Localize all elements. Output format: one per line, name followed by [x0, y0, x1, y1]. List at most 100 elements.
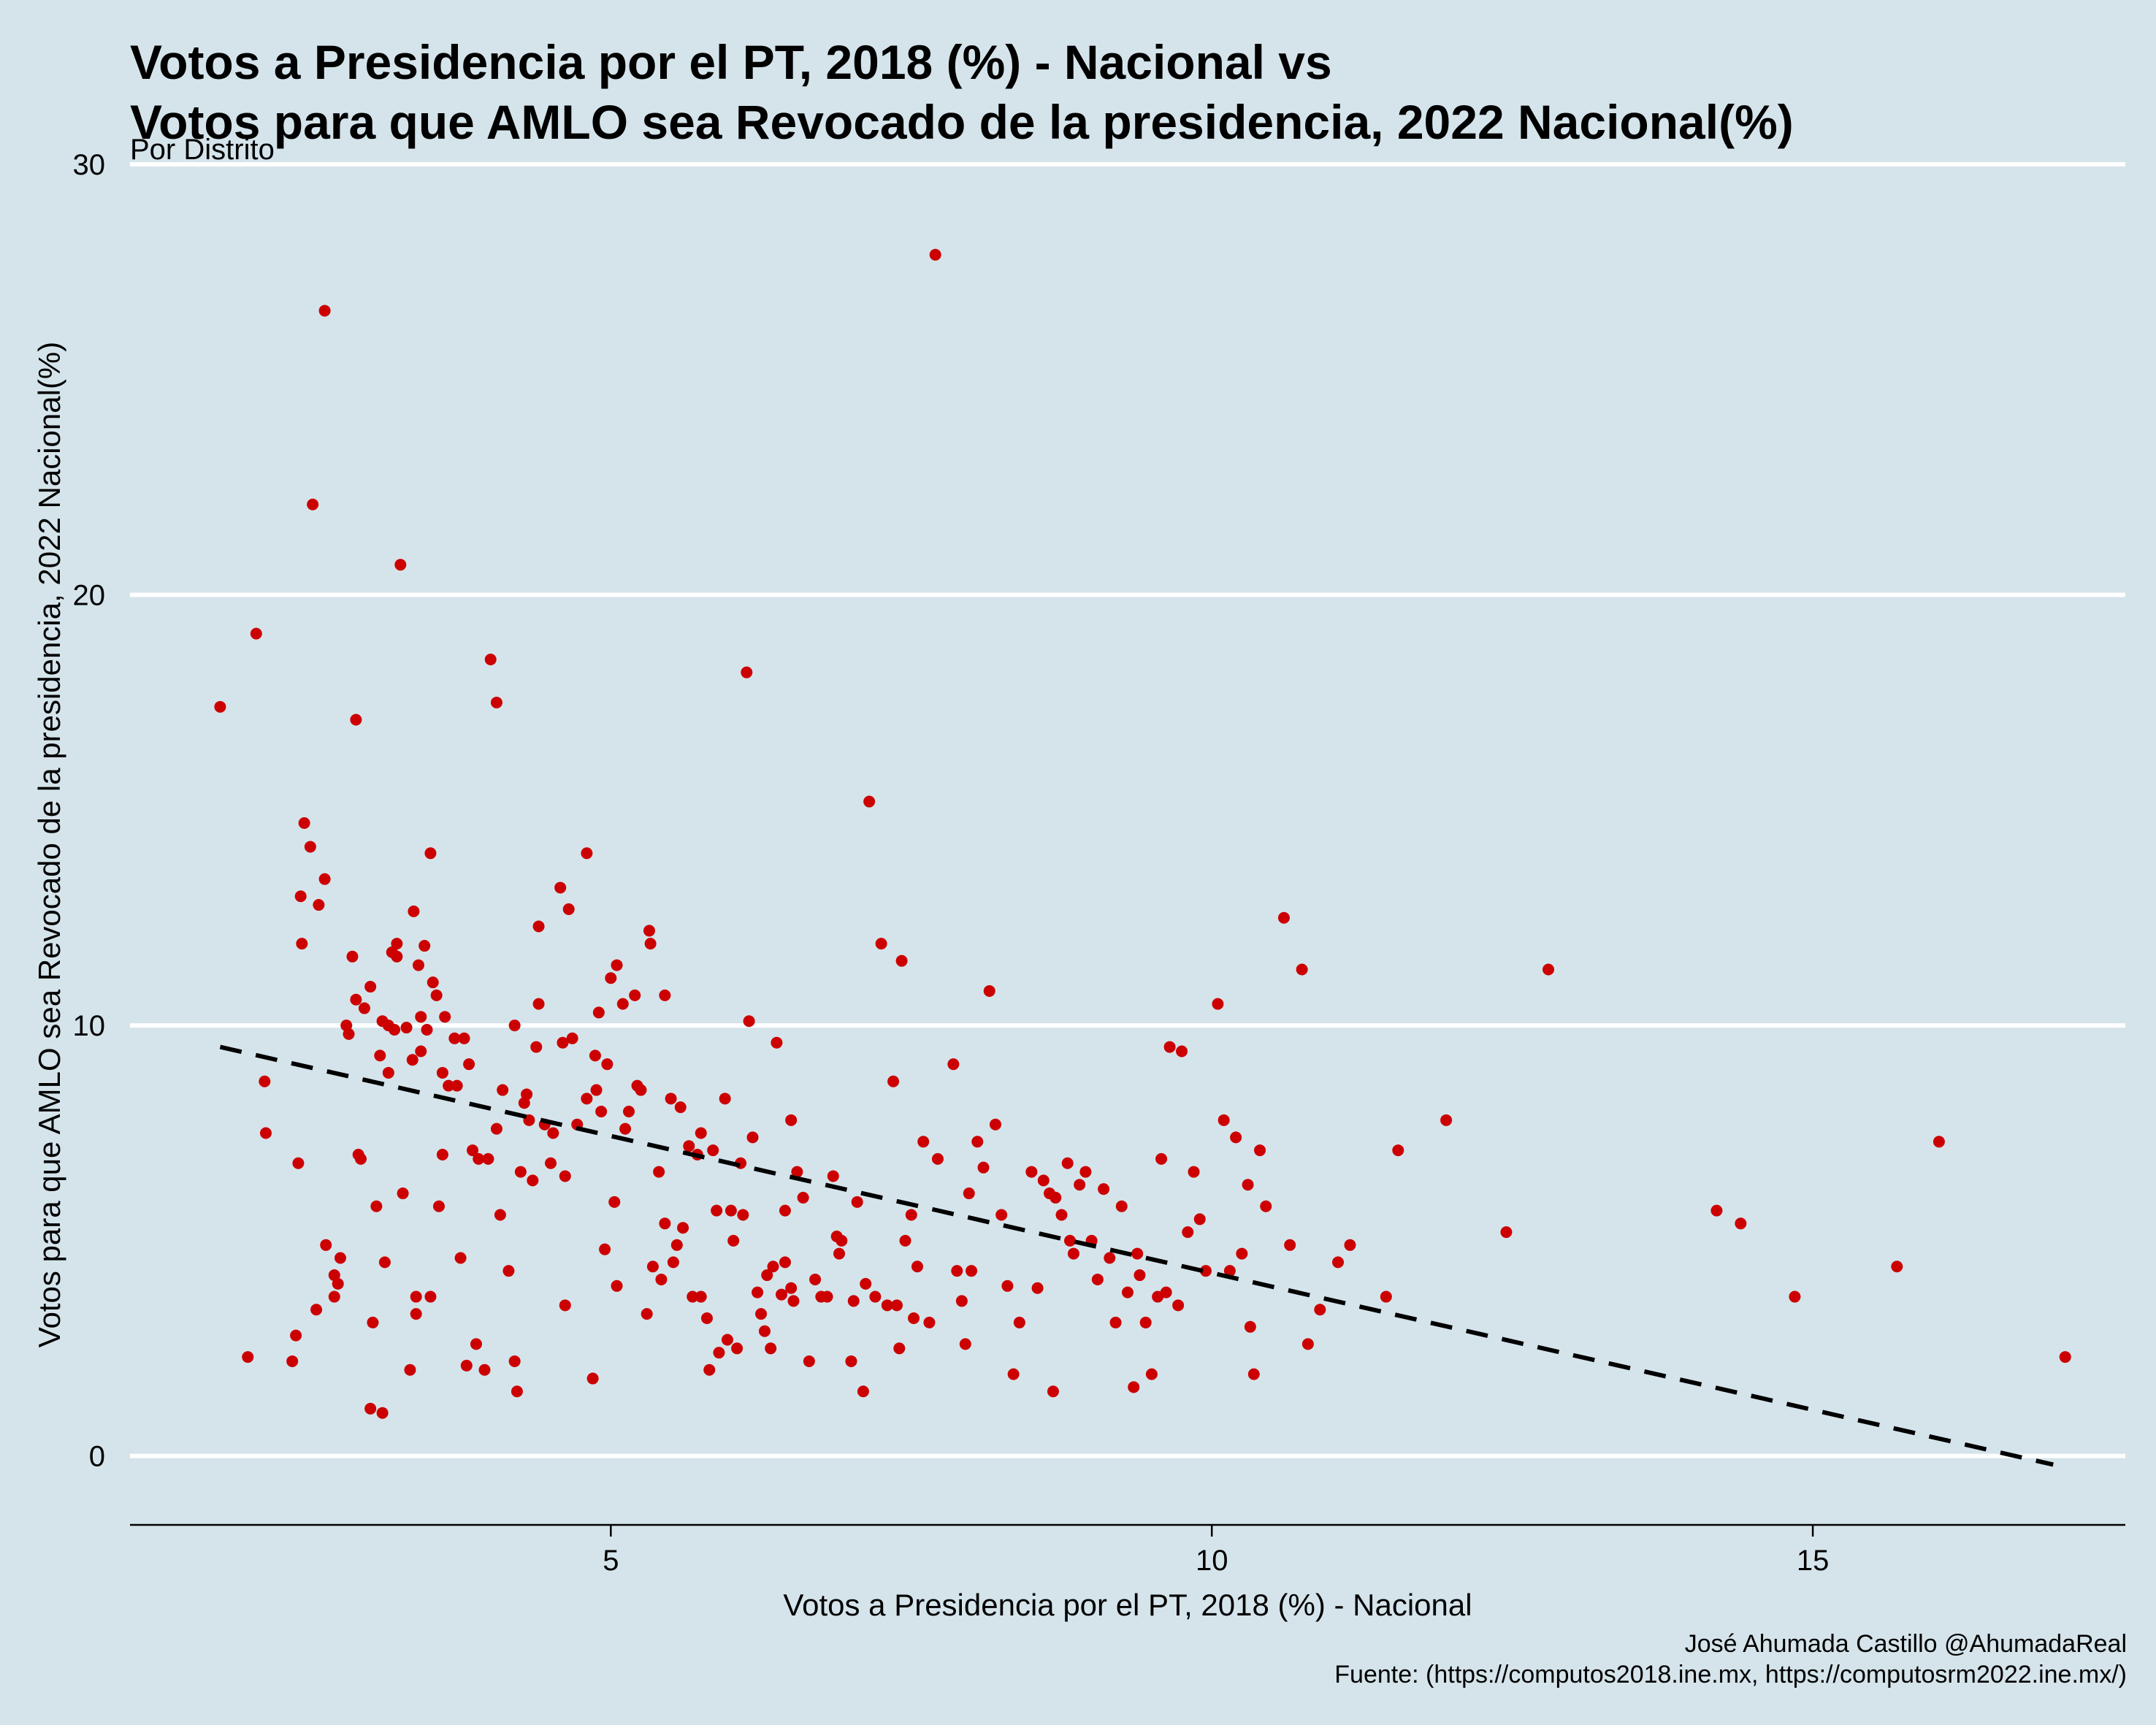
- data-point: [601, 1058, 613, 1071]
- data-point: [776, 1288, 788, 1301]
- data-point: [358, 1002, 370, 1014]
- data-point: [741, 666, 753, 678]
- data-point: [599, 1243, 611, 1255]
- data-point: [430, 989, 443, 1001]
- data-point: [1247, 1368, 1260, 1380]
- data-point: [977, 1161, 990, 1174]
- data-point: [1500, 1226, 1513, 1239]
- data-point: [827, 1170, 839, 1182]
- data-point: [294, 890, 307, 903]
- caption-author: José Ahumada Castillo @AhumadaReal: [1684, 1630, 2127, 1658]
- data-point: [410, 1290, 422, 1303]
- data-point: [1091, 1273, 1104, 1285]
- data-point: [761, 1269, 773, 1282]
- data-point: [908, 1312, 920, 1325]
- data-point: [1139, 1316, 1152, 1328]
- data-point: [557, 1036, 569, 1049]
- data-point: [644, 938, 657, 950]
- data-point: [350, 993, 362, 1006]
- y-tick-label: 0: [89, 1441, 105, 1473]
- data-point: [286, 1355, 299, 1367]
- data-point: [1128, 1381, 1140, 1393]
- data-point: [332, 1277, 344, 1290]
- caption-source: Fuente: (https://computos2018.ine.mx, ht…: [1334, 1661, 2127, 1688]
- data-point: [397, 1187, 409, 1200]
- data-point: [851, 1196, 863, 1208]
- data-point: [343, 1028, 355, 1040]
- data-point: [532, 998, 545, 1010]
- data-point: [259, 1075, 271, 1087]
- data-point: [424, 1290, 437, 1303]
- data-point: [1440, 1114, 1453, 1126]
- chart-subtitle: Por Distrito: [130, 134, 275, 166]
- data-point: [670, 1239, 683, 1251]
- data-point: [1199, 1265, 1212, 1277]
- data-point: [436, 1148, 448, 1160]
- data-point: [1055, 1209, 1068, 1221]
- data-point: [421, 1024, 433, 1036]
- data-point: [785, 1282, 798, 1294]
- x-tick-label: 15: [1797, 1545, 1830, 1577]
- data-point: [1242, 1179, 1254, 1191]
- data-point: [755, 1308, 768, 1320]
- data-point: [1260, 1200, 1272, 1212]
- data-point: [1131, 1247, 1144, 1260]
- data-point: [713, 1347, 725, 1359]
- data-point: [608, 1196, 621, 1208]
- data-point: [1115, 1200, 1128, 1212]
- data-point: [959, 1338, 971, 1350]
- data-point: [367, 1316, 379, 1328]
- data-point: [947, 1058, 960, 1071]
- data-point: [623, 1106, 635, 1118]
- data-point: [725, 1204, 737, 1217]
- data-point: [473, 1152, 485, 1165]
- data-point: [779, 1256, 791, 1269]
- data-point: [482, 1152, 494, 1165]
- data-point: [292, 1157, 305, 1169]
- data-point: [418, 940, 431, 952]
- data-point: [955, 1295, 968, 1307]
- data-point: [328, 1290, 340, 1303]
- data-point: [1223, 1265, 1236, 1277]
- data-point: [350, 714, 362, 726]
- data-point: [611, 959, 623, 971]
- data-point: [1079, 1166, 1092, 1178]
- data-point: [707, 1144, 719, 1157]
- data-point: [703, 1363, 716, 1376]
- data-point: [497, 1084, 509, 1096]
- chart-caption: José Ahumada Castillo @AhumadaReal Fuent…: [1334, 1629, 2127, 1690]
- data-point: [1061, 1157, 1074, 1169]
- data-point: [592, 1006, 605, 1019]
- data-point: [1064, 1234, 1077, 1247]
- data-point: [400, 1022, 413, 1034]
- data-point: [989, 1118, 1001, 1131]
- data-point: [335, 1252, 347, 1264]
- data-point: [966, 1265, 978, 1277]
- data-point: [1145, 1368, 1158, 1380]
- data-point: [767, 1261, 779, 1273]
- data-point: [467, 1144, 479, 1157]
- data-point: [394, 559, 407, 571]
- data-point: [659, 1217, 671, 1230]
- data-point: [963, 1187, 975, 1200]
- data-point: [490, 1122, 502, 1135]
- data-point: [667, 1256, 679, 1269]
- data-point: [971, 1136, 984, 1148]
- x-tick-label: 5: [603, 1545, 619, 1577]
- data-point: [875, 938, 887, 950]
- data-point: [687, 1290, 699, 1303]
- data-point: [887, 1075, 900, 1087]
- data-point: [629, 989, 641, 1001]
- data-point: [1007, 1368, 1020, 1380]
- data-point: [370, 1200, 383, 1212]
- data-point: [847, 1295, 860, 1307]
- data-point: [389, 1024, 401, 1036]
- data-point: [1122, 1286, 1134, 1298]
- data-point: [559, 1299, 571, 1312]
- data-point: [530, 1041, 543, 1053]
- data-point: [605, 972, 617, 984]
- data-point: [318, 873, 331, 885]
- data-point: [1296, 963, 1308, 976]
- data-point: [508, 1020, 521, 1032]
